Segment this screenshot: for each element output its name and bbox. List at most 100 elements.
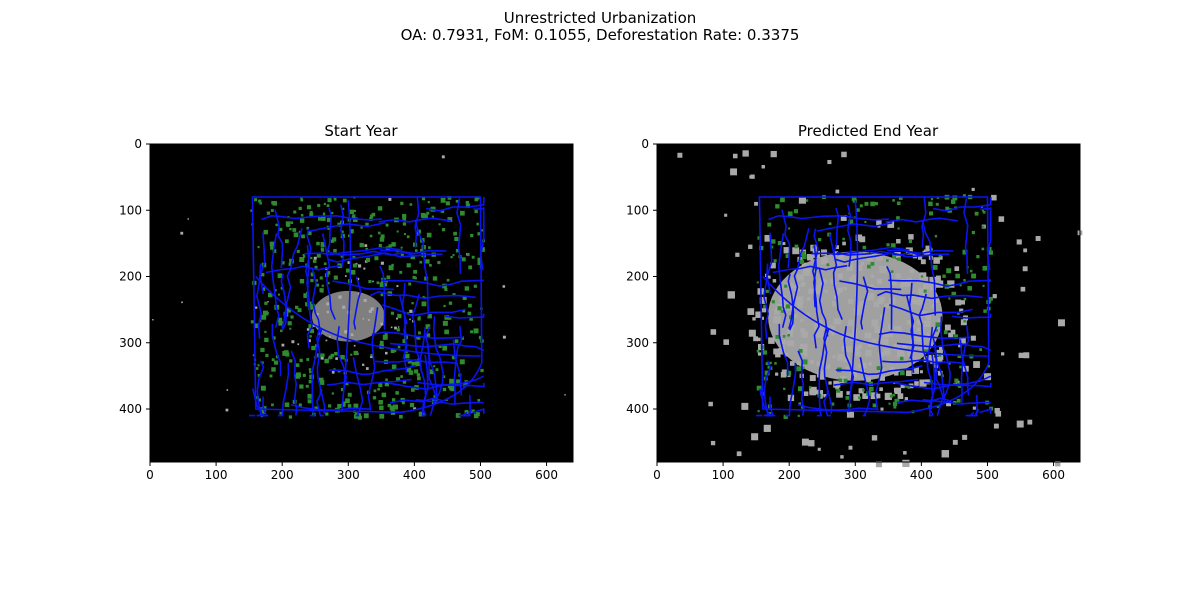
road <box>339 204 345 267</box>
road <box>353 276 362 330</box>
road <box>261 214 382 221</box>
road <box>248 414 256 417</box>
axes-frame-start-year <box>149 143 574 463</box>
road <box>369 290 476 300</box>
road-arterial <box>255 275 481 357</box>
road <box>306 245 313 349</box>
panel-predicted-end-year: Predicted End Year 0 100 200 300 400 500 600 0… <box>626 122 1083 482</box>
road <box>918 293 930 373</box>
road <box>816 221 893 232</box>
road <box>762 263 770 339</box>
road <box>781 209 791 269</box>
road <box>928 354 936 417</box>
x-tick-label: 0 <box>146 468 154 482</box>
road <box>843 326 855 389</box>
road <box>811 246 910 256</box>
road <box>921 220 936 316</box>
road <box>255 263 263 339</box>
road <box>755 414 763 417</box>
road <box>763 396 776 417</box>
road <box>379 265 386 330</box>
road <box>788 228 810 329</box>
y-tick-label: 0 <box>641 137 649 151</box>
y-tick-label: 100 <box>119 203 142 217</box>
road <box>389 342 485 352</box>
road <box>311 267 322 337</box>
x-axis-predicted-end-year: 0 100 200 300 400 500 600 <box>653 462 1065 482</box>
road <box>816 328 830 417</box>
road <box>834 252 926 263</box>
y-tick-label: 0 <box>134 137 142 151</box>
road-ring <box>251 196 483 414</box>
road <box>839 280 902 291</box>
x-tick-label: 500 <box>469 468 492 482</box>
road <box>256 360 265 417</box>
panel-title-start-year: Start Year <box>324 122 398 140</box>
road <box>414 220 429 316</box>
road <box>316 387 324 417</box>
x-tick-label: 600 <box>535 468 558 482</box>
road <box>932 196 992 212</box>
road <box>832 207 840 256</box>
x-tick-label: 100 <box>712 468 735 482</box>
x-tick-label: 200 <box>271 468 294 482</box>
x-tick-label: 200 <box>778 468 801 482</box>
y-tick-label: 400 <box>119 402 142 416</box>
road <box>979 408 992 414</box>
road <box>382 304 466 317</box>
road <box>923 381 992 388</box>
x-tick-label: 600 <box>1042 468 1065 482</box>
road <box>889 304 973 317</box>
road <box>281 228 303 329</box>
road <box>931 326 945 399</box>
y-axis-start-year: 0 100 200 300 400 <box>119 137 150 416</box>
road <box>885 217 959 223</box>
x-tick-label: 300 <box>337 468 360 482</box>
road <box>381 279 484 288</box>
x-tick-label: 100 <box>205 468 228 482</box>
road <box>453 326 463 405</box>
road <box>325 207 333 256</box>
road <box>452 339 463 396</box>
road <box>908 282 915 359</box>
road-arterial <box>847 200 859 413</box>
road <box>309 328 323 417</box>
road <box>309 221 386 232</box>
road <box>352 357 364 417</box>
y-tick-label: 100 <box>626 203 649 217</box>
road <box>421 354 429 417</box>
road-network-start-year <box>248 196 485 417</box>
road <box>874 307 886 411</box>
road <box>256 396 269 417</box>
road <box>329 250 443 257</box>
x-tick-label: 300 <box>844 468 867 482</box>
road-network-predicted-end-year <box>755 196 992 417</box>
figure-subtitle-metrics: OA: 0.7931, FoM: 0.1055, Deforestation R… <box>401 26 800 44</box>
road <box>921 197 927 248</box>
road <box>274 209 284 269</box>
road <box>768 214 889 221</box>
road <box>415 398 484 405</box>
axes-frame-predicted-end-year <box>656 143 1081 463</box>
road <box>332 280 395 291</box>
road <box>336 326 348 389</box>
road <box>278 362 290 417</box>
road <box>265 264 341 274</box>
road <box>424 326 438 399</box>
road <box>859 357 871 417</box>
y-axis-predicted-end-year: 0 100 200 300 400 <box>626 137 657 416</box>
road <box>833 378 919 386</box>
road <box>414 197 420 248</box>
road <box>846 204 852 267</box>
road <box>271 323 282 377</box>
y-tick-label: 400 <box>626 402 649 416</box>
road <box>371 331 464 340</box>
road <box>878 331 971 340</box>
road <box>389 397 443 404</box>
x-tick-label: 0 <box>653 468 661 482</box>
road <box>378 217 452 223</box>
road <box>818 267 829 337</box>
road <box>797 350 805 416</box>
road <box>876 290 983 300</box>
